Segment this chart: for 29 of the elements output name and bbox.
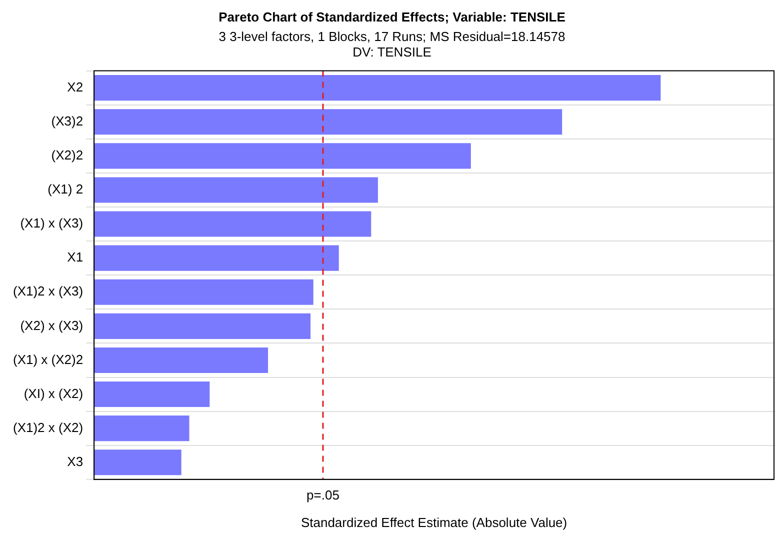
- bar: [94, 416, 190, 442]
- bar: [94, 279, 314, 305]
- y-tick-label: (X1)2 x (X2): [12, 420, 84, 435]
- bar: [94, 313, 311, 339]
- chart-title: Pareto Chart of Standardized Effects; Variable: TENSILE: [218, 9, 566, 24]
- y-tick-label: (X1) 2: [48, 182, 84, 197]
- y-tick-label: (X2) x (X3): [20, 318, 84, 333]
- y-tick-label: X2: [67, 79, 84, 94]
- bar: [94, 450, 182, 476]
- bar: [94, 245, 339, 271]
- bar: [94, 211, 372, 237]
- y-tick-label: (X3)2: [51, 113, 84, 128]
- y-tick-label: X3: [67, 454, 84, 469]
- bar: [94, 109, 562, 135]
- bar: [94, 382, 210, 408]
- y-tick-label: (XI) x (X2): [24, 386, 84, 401]
- bar: [94, 143, 471, 169]
- bar: [94, 177, 378, 203]
- bar: [94, 347, 268, 373]
- x-axis-title: Standardized Effect Estimate (Absolute Value): [300, 514, 568, 530]
- text: DV: TENSILE: [352, 44, 432, 60]
- chart-subtitle: 3 3-level factors, 1 Blocks, 17 Runs; MS Residual=18.14578: [218, 28, 566, 44]
- ref-line-label: p=.05: [306, 487, 340, 502]
- y-tick-label: (X2)2: [51, 148, 84, 163]
- y-tick-label: (X1)2 x (X3): [12, 284, 84, 299]
- y-tick-label: (X1) x (X2)2: [12, 352, 84, 367]
- y-tick-label: X1: [67, 250, 84, 265]
- bar: [94, 75, 661, 101]
- y-tick-label: (X1) x (X3): [20, 216, 84, 231]
